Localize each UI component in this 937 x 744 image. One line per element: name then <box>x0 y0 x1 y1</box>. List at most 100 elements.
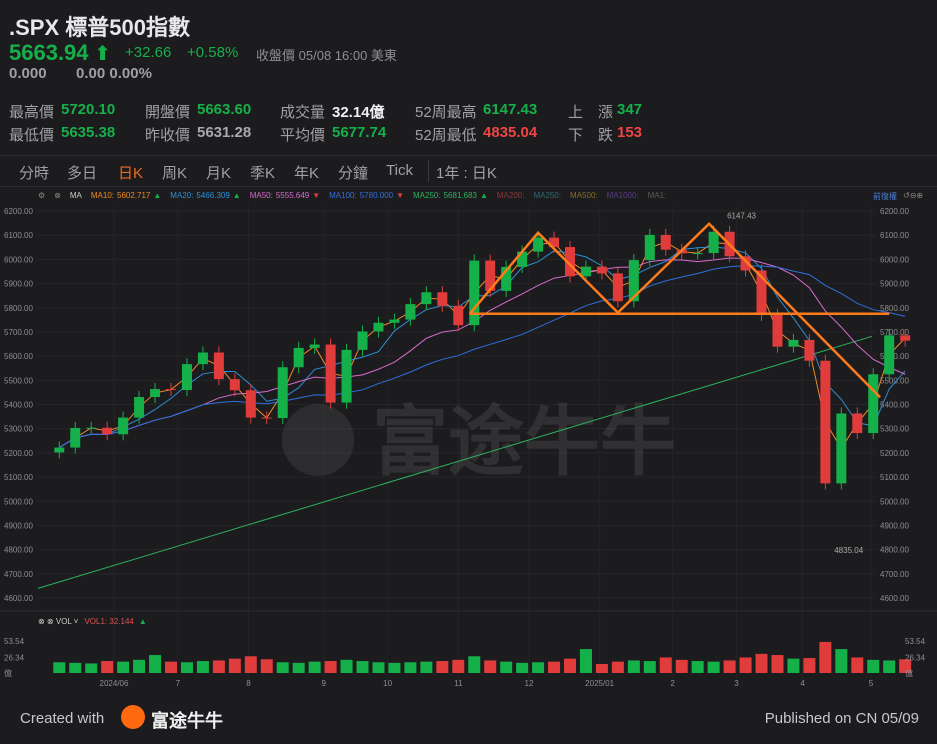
vol-trend-icon: ▲ <box>139 617 147 626</box>
tab-8[interactable]: Tick <box>386 162 413 179</box>
candle <box>54 447 65 453</box>
y-tick-label: 6000.00 <box>4 255 33 264</box>
volume-bar <box>308 661 321 673</box>
volume-bar <box>260 659 273 673</box>
tab-9[interactable]: 1年 : 日K <box>436 165 497 182</box>
candle <box>150 389 161 398</box>
stat-label: 平均價 <box>280 127 326 144</box>
volume-bar <box>420 661 433 673</box>
volume-bar <box>133 659 146 673</box>
candle <box>453 305 464 326</box>
y-tick-label: 5200.00 <box>4 449 33 458</box>
candle <box>692 253 703 255</box>
last-price: 5663.94 ⬆ <box>9 40 111 65</box>
candle <box>70 427 81 448</box>
volume-bar <box>372 662 385 673</box>
candle <box>501 266 512 291</box>
volume-bar <box>212 660 225 673</box>
y-tick-label-right: 4900.00 <box>880 521 909 530</box>
brand-name: 富途牛牛 <box>151 711 223 731</box>
volume-bar <box>356 661 369 673</box>
candle <box>325 344 336 403</box>
y-tick-label-right: 6100.00 <box>880 231 909 240</box>
volume-bar <box>883 660 896 673</box>
y-tick-label-right: 5500.00 <box>880 376 909 385</box>
ma-item: MA250: <box>533 191 562 200</box>
volume-bar <box>835 649 848 673</box>
volume-bar <box>659 657 672 673</box>
y-tick-label-right: 4600.00 <box>880 594 909 603</box>
x-tick-label: 2 <box>670 679 675 688</box>
candle <box>181 364 192 391</box>
page-title: .SPX 標普500指數 <box>9 15 190 40</box>
candle <box>421 292 432 305</box>
volume-bar <box>101 661 114 673</box>
candle <box>102 427 113 435</box>
tab-6[interactable]: 年K <box>294 165 320 182</box>
ma-legend: ⚙ ⊗ MA MA10: 5602.717 ▲ MA20: 5466.309 ▲ MA50: 555… <box>38 191 666 200</box>
tab-7[interactable]: 分鐘 <box>338 165 369 182</box>
volume-bar <box>340 659 353 673</box>
stat-label: 昨收價 <box>145 127 191 144</box>
tab-2[interactable]: 日K <box>118 165 144 182</box>
stat-label: 最高價 <box>9 104 55 121</box>
adjust-label[interactable]: 前復權 <box>873 192 897 201</box>
candle <box>485 260 496 291</box>
candle <box>644 234 655 261</box>
candle <box>533 237 544 252</box>
watermark-logo-icon <box>282 404 354 476</box>
candle <box>118 417 129 435</box>
volume-bar <box>452 659 465 673</box>
tab-3[interactable]: 周K <box>162 165 188 182</box>
volume-bar <box>228 658 241 673</box>
candle <box>245 390 256 418</box>
y-tick-label: 5100.00 <box>4 473 33 482</box>
arrow-up-icon: ⬆ <box>88 43 111 65</box>
volume-bar <box>595 664 608 673</box>
candle <box>166 389 176 391</box>
tab-0[interactable]: 分時 <box>19 165 50 182</box>
ma-item: MA10: 5602.717 ▲ <box>90 191 162 200</box>
candle <box>437 292 448 306</box>
close-icon[interactable]: ⊗ <box>54 191 61 200</box>
y-tick-label-right: 5100.00 <box>880 473 909 482</box>
candle <box>836 413 847 484</box>
candle <box>740 256 751 271</box>
ma-item: MA20: 5466.309 ▲ <box>170 191 241 200</box>
stat-value: 153 <box>617 124 643 141</box>
tab-1[interactable]: 多日 <box>67 165 98 182</box>
volume-bar <box>516 662 529 673</box>
settings-icon[interactable]: ⚙ <box>38 191 46 200</box>
volume-bar <box>851 657 864 673</box>
price-annotation: 6147.43 <box>727 212 756 221</box>
stat-value: 5720.10 <box>61 101 116 118</box>
x-tick-label: 4 <box>800 679 805 688</box>
stat-value: 5677.74 <box>332 124 387 141</box>
vol-tick-label: 26.34 <box>905 653 926 662</box>
candle <box>660 234 671 250</box>
y-tick-label: 5300.00 <box>4 425 33 434</box>
candle <box>628 260 639 302</box>
stat-label: 上 漲 <box>568 104 614 121</box>
tab-4[interactable]: 月K <box>206 165 232 182</box>
price-change: +32.66 <box>125 44 172 61</box>
price-chart[interactable]: 6200.00 6200.00 6100.00 6100.00 6000.00 6000.… <box>0 0 937 700</box>
zoom-icons[interactable]: ↺⊖⊕ <box>903 191 924 200</box>
candle <box>309 344 320 348</box>
footer: Created with 富途牛牛 Published on CN 05/09 <box>0 700 937 744</box>
volume-bar <box>899 659 912 673</box>
volume-bar <box>468 656 481 673</box>
close-status: 收盤價 05/08 16:00 美東 <box>256 48 397 63</box>
volume-bar <box>739 657 752 673</box>
price-annotation: 4835.04 <box>834 546 863 555</box>
x-tick-label: 12 <box>525 679 534 688</box>
candle <box>277 367 288 419</box>
volume-bar <box>276 662 289 673</box>
tab-5[interactable]: 季K <box>250 165 276 182</box>
futu-logo-icon <box>121 705 145 729</box>
stat-label: 最低價 <box>9 127 55 144</box>
candle <box>261 417 272 419</box>
volume-bar <box>53 662 66 673</box>
volume-bar <box>117 661 130 673</box>
volume-bar <box>643 661 656 673</box>
